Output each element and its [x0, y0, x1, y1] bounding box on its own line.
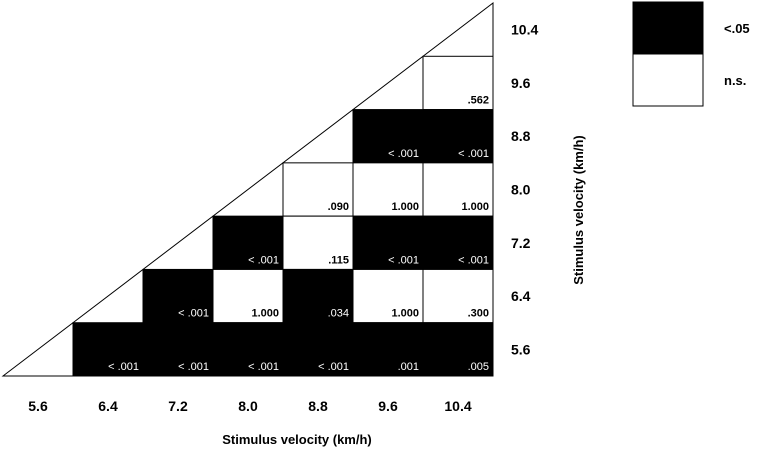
cell-7.2-5.6 [142, 322, 214, 377]
y-tick-label: 5.6 [511, 341, 531, 357]
cell-p-value: .005 [468, 361, 489, 373]
x-tick-label: 8.0 [238, 398, 258, 414]
cell-p-value: .090 [328, 201, 349, 213]
cell-8.0-6.4 [212, 268, 284, 324]
legend-swatch [632, 53, 704, 107]
cell-p-value: 1.000 [461, 201, 489, 213]
x-tick-label: 8.8 [308, 398, 328, 414]
y-tick-label: 10.4 [511, 22, 538, 38]
x-tick-label: 10.4 [444, 398, 471, 414]
y-tick-label: 8.8 [511, 128, 531, 144]
y-axis-label: Stimulus velocity (km/h) [571, 135, 586, 285]
cell-p-value: 1.000 [251, 308, 279, 320]
cell-8.8-7.2 [282, 215, 354, 270]
cell-p-value: < .001 [178, 361, 209, 373]
x-tick-label: 7.2 [168, 398, 188, 414]
y-tick-label: 8.0 [511, 182, 531, 198]
cell-p-value: 1.000 [391, 201, 419, 213]
cell-p-value: < .001 [388, 148, 419, 160]
cell-p-value: .115 [328, 254, 349, 266]
y-tick-label: 7.2 [511, 235, 531, 251]
cell-9.6-5.6 [352, 322, 424, 377]
cell-p-value: < .001 [178, 308, 209, 320]
cell-10.4-7.2 [422, 215, 494, 270]
y-tick-label: 6.4 [511, 288, 531, 304]
cell-10.4-9.6 [422, 55, 494, 111]
cell-p-value: .001 [398, 361, 419, 373]
cell-p-value: < .001 [248, 254, 279, 266]
legend: <.05 n.s. [632, 1, 750, 107]
x-tick-label: 9.6 [378, 398, 398, 414]
cell-p-value: < .001 [388, 254, 419, 266]
cell-p-value: .300 [468, 308, 489, 320]
cell-p-value: < .001 [458, 254, 489, 266]
x-tick-label: 6.4 [98, 398, 118, 414]
x-axis-label: Stimulus velocity (km/h) [222, 432, 372, 447]
cell-6.4-5.6 [72, 322, 144, 377]
cell-10.4-8.0 [422, 162, 494, 217]
cell-p-value: 1.000 [391, 308, 419, 320]
cell-9.6-6.4 [352, 268, 424, 324]
y-tick-label: 9.6 [511, 75, 531, 91]
cell-8.0-5.6 [212, 322, 284, 377]
cell-p-value: < .001 [248, 361, 279, 373]
cell-p-value: .034 [328, 308, 349, 320]
cell-8.8-5.6 [282, 322, 354, 377]
legend-label: <.05 [724, 21, 750, 36]
x-tick-label: 5.6 [28, 398, 48, 414]
cell-p-value: .562 [468, 95, 489, 107]
legend-swatch [632, 1, 704, 55]
cell-p-value: < .001 [318, 361, 349, 373]
triangle-layer [1, 1, 494, 377]
cell-9.6-8.8 [352, 109, 424, 164]
triangle-outline [1, 1, 494, 377]
legend-label: n.s. [724, 73, 746, 88]
cell-p-value: < .001 [108, 361, 139, 373]
cell-p-value: < .001 [458, 148, 489, 160]
cell-10.4-8.8 [422, 109, 494, 164]
cell-10.4-5.6 [422, 322, 494, 377]
ticks-layer: 5.6 6.4 7.2 8.0 8.8 9.6 10.4 10.4 9.6 8.8 8.0 7.2 6.… [28, 22, 538, 414]
cells-layer: .562 < .001 < .001 .090 1.000 1.000 < .001 .115… [72, 55, 494, 377]
